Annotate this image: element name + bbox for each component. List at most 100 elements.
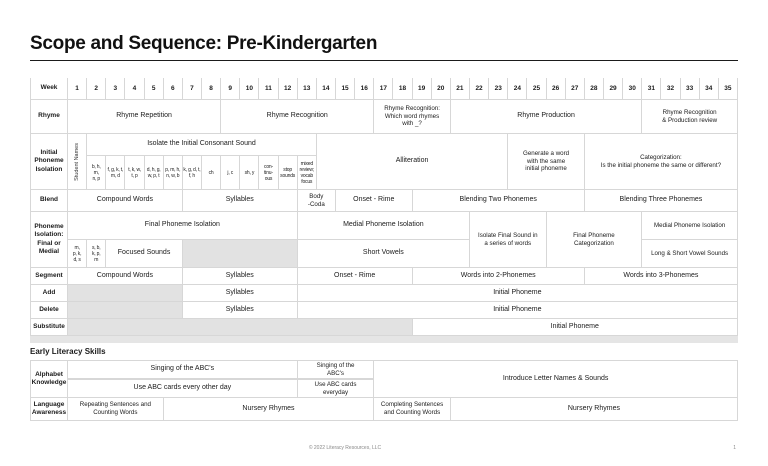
cell-segment-onset-rime: Onset - Rime [297, 268, 413, 285]
empty-shaded-cell [68, 319, 413, 336]
row-rhyme: Rhyme Rhyme Repetition Rhyme Recognition… [30, 100, 738, 134]
week-number: 17 [374, 78, 394, 100]
week-number: 7 [182, 78, 202, 100]
week-number: 30 [623, 78, 643, 100]
week-number: 21 [450, 78, 470, 100]
cell-student-names: Student Names [68, 134, 88, 190]
week-number: 6 [163, 78, 183, 100]
row-segment: Segment Compound Words Syllables Onset -… [30, 268, 738, 285]
cell-letters-week12: stop sounds [278, 156, 298, 190]
row-add: Add Syllables Initial Phoneme [30, 285, 738, 302]
cell-letters-week11: con- tinu- ous [259, 156, 279, 190]
empty-shaded-cell [182, 240, 298, 268]
cell-focused-sounds: Focused Sounds [106, 240, 183, 268]
week-row-label: Week [30, 78, 68, 100]
cell-words-into-2-phonemes: Words into 2-Phonemes [412, 268, 585, 285]
row-alphabet-knowledge: Alphabet Knowledge Singing of the ABC's … [30, 360, 738, 398]
cell-letters-week13: mixed review; vocab focus [297, 156, 317, 190]
cell-segment-syllables: Syllables [182, 268, 298, 285]
row-delete: Delete Syllables Initial Phoneme [30, 302, 738, 319]
page-title: Scope and Sequence: Pre-Kindergarten [30, 33, 378, 54]
cell-letters-week7: k, g, d, t, f, h [182, 156, 202, 190]
cell-abc-cards-every-other-day: Use ABC cards every other day [68, 379, 298, 398]
cell-letters-week5: d, h, g, w, p, t [144, 156, 164, 190]
cell-singing-abcs-short: Singing of the ABC's [297, 360, 375, 379]
delete-row-label: Delete [30, 302, 68, 319]
cell-repeating-sentences: Repeating Sentences and Counting Words [68, 398, 164, 421]
week-number: 5 [144, 78, 164, 100]
cell-blend-compound-words: Compound Words [68, 190, 183, 212]
cell-rhyme-recognition: Rhyme Recognition [221, 100, 375, 134]
cell-nursery-rhymes-2: Nursery Rhymes [450, 398, 738, 421]
cell-medial-phoneme-isolation-2: Medial Phoneme Isolation [642, 212, 738, 240]
week-number: 15 [335, 78, 356, 100]
cell-final-letters-2: s, b, k, p, m [87, 240, 107, 268]
cell-delete-syllables: Syllables [182, 302, 298, 319]
title-rule [30, 60, 738, 61]
cell-nursery-rhymes-1: Nursery Rhymes [163, 398, 375, 421]
cell-substitute-initial-phoneme: Initial Phoneme [412, 319, 738, 336]
week-number: 20 [431, 78, 451, 100]
cell-add-syllables: Syllables [182, 285, 298, 302]
student-names-vertical-text: Student Names [74, 142, 81, 181]
week-number: 19 [412, 78, 432, 100]
cell-letters-week2: b, h, m, n, p [87, 156, 107, 190]
phoneme-isolation-label: Phoneme Isolation: Final or Medial [30, 212, 68, 268]
row-language-awareness: Language Awareness Repeating Sentences a… [30, 398, 738, 421]
week-number: 4 [125, 78, 145, 100]
week-number: 14 [316, 78, 336, 100]
week-number: 16 [355, 78, 375, 100]
week-number: 32 [661, 78, 681, 100]
cell-delete-initial-phoneme: Initial Phoneme [297, 302, 738, 319]
week-number: 34 [699, 78, 719, 100]
week-number: 18 [393, 78, 413, 100]
week-number: 23 [489, 78, 509, 100]
week-number: 10 [240, 78, 260, 100]
language-awareness-label: Language Awareness [30, 398, 68, 421]
cell-abc-cards-everyday: Use ABC cards everyday [297, 379, 375, 398]
cell-generate-word: Generate a word with the same initial ph… [508, 134, 585, 190]
cell-long-short-vowel-sounds: Long & Short Vowel Sounds [642, 240, 738, 268]
week-number: 26 [546, 78, 566, 100]
cell-categorization: Categorization: Is the initial phoneme t… [584, 134, 738, 190]
cell-letters-week6: p, m, h, n, w, b [163, 156, 183, 190]
week-number: 25 [527, 78, 547, 100]
cell-blending-three-phonemes: Blending Three Phonemes [584, 190, 738, 212]
cell-introduce-letter-names-sounds: Introduce Letter Names & Sounds [374, 360, 738, 398]
page-number: 1 [733, 445, 736, 451]
cell-segment-compound-words: Compound Words [68, 268, 183, 285]
row-phoneme-isolation: Phoneme Isolation: Final or Medial Final… [30, 212, 738, 268]
week-number: 29 [603, 78, 624, 100]
week-number: 8 [201, 78, 222, 100]
cell-singing-abcs: Singing of the ABC's [68, 360, 298, 379]
week-number: 2 [87, 78, 107, 100]
week-number: 11 [259, 78, 279, 100]
early-literacy-skills-header: Early Literacy Skills [30, 347, 106, 356]
segment-row-label: Segment [30, 268, 68, 285]
cell-final-phoneme-isolation: Final Phoneme Isolation [68, 212, 298, 240]
week-number: 24 [508, 78, 528, 100]
cell-rhyme-production: Rhyme Production [450, 100, 643, 134]
empty-shaded-cell [68, 285, 183, 302]
week-number: 12 [278, 78, 298, 100]
cell-blend-syllables: Syllables [182, 190, 298, 212]
alphabet-knowledge-label: Alphabet Knowledge [30, 360, 68, 398]
week-number: 13 [297, 78, 317, 100]
cell-rhyme-which-word: Rhyme Recognition: Which word rhymes wit… [374, 100, 451, 134]
cell-isolate-final-sound: Isolate Final Sound in a series of words [469, 212, 547, 268]
cell-final-phoneme-categorization: Final Phoneme Categorization [546, 212, 643, 268]
blend-row-label: Blend [30, 190, 68, 212]
row-substitute: Substitute Initial Phoneme [30, 319, 738, 336]
cell-completing-sentences: Completing Sentences and Counting Words [374, 398, 451, 421]
cell-letters-week3: f, g, k, t, m, d [106, 156, 126, 190]
week-number: 9 [221, 78, 241, 100]
initial-phoneme-isolation-label: Initial Phoneme Isolation [30, 134, 68, 190]
cell-add-initial-phoneme: Initial Phoneme [297, 285, 738, 302]
cell-final-letters-1: m, p, k, d, s [68, 240, 88, 268]
rhyme-row-label: Rhyme [30, 100, 68, 134]
row-initial-phoneme-isolation: Initial Phoneme Isolation Student Names … [30, 134, 738, 190]
week-number: 28 [584, 78, 604, 100]
week-number: 27 [565, 78, 585, 100]
page-footer: © 2022 Literacy Resources, LLC 1 [30, 445, 738, 453]
